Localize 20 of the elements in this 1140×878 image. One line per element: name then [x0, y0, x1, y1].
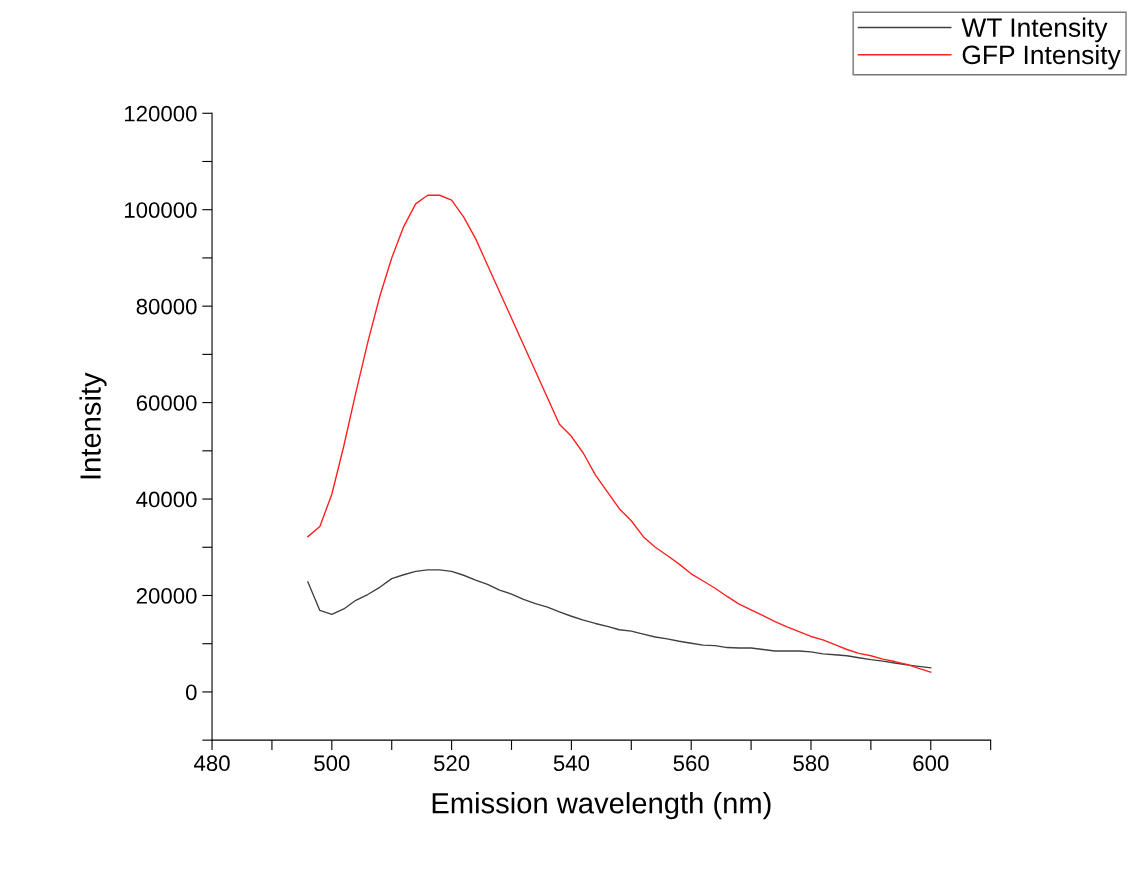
x-tick-label: 540 [553, 755, 590, 772]
legend-label: WT Intensity [961, 17, 1108, 43]
y-axis-title: Intensity [79, 372, 107, 479]
x-tick-label: 480 [194, 755, 230, 772]
y-tick-label: 40000 [136, 491, 197, 508]
x-tick-label: 600 [913, 755, 949, 772]
x-axis-title: Emission wavelength (nm) [432, 792, 771, 820]
x-tick-label: 580 [793, 755, 829, 772]
x-tick-label: 500 [314, 755, 350, 772]
y-tick-label: 120000 [125, 105, 197, 122]
legend-label: GFP Intensity [962, 44, 1121, 70]
y-tick-label: 0 [185, 684, 197, 701]
x-tick-label: 560 [673, 755, 709, 772]
line-series [307, 569, 932, 669]
y-tick-label: 100000 [125, 202, 197, 218]
y-tick-label: 60000 [136, 395, 197, 411]
x-tick-label: 520 [433, 755, 470, 772]
y-tick-label: 80000 [136, 298, 197, 315]
y-tick-label: 20000 [136, 588, 197, 604]
line-series [307, 194, 932, 673]
